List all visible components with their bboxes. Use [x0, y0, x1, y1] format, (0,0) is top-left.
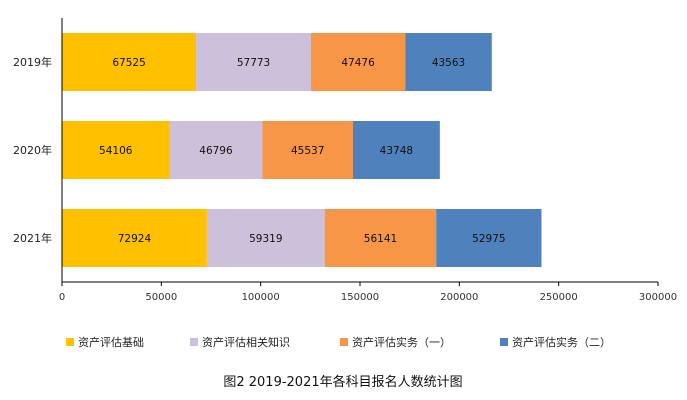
legend-label: 资产评估实务（二） [512, 335, 611, 349]
axes-layer: 2019年 2020年 2021年 0 50000 100000 150000 200000 2… [13, 18, 677, 303]
bar-segment [206, 209, 325, 267]
data-label: 46796 [199, 145, 233, 157]
legend-swatch [66, 338, 74, 346]
data-labels-layer: 67525 57773 47476 43563 54106 46796 45537 43748… [99, 57, 506, 245]
legend-swatch [340, 338, 348, 346]
bar-segment [169, 121, 263, 179]
legend-label: 资产评估基础 [78, 335, 144, 349]
y-tick-label: 2021年 [13, 231, 52, 245]
data-label: 57773 [237, 57, 270, 69]
bar-segment [436, 209, 542, 267]
y-tick-label: 2020年 [13, 143, 52, 157]
data-label: 67525 [112, 57, 145, 69]
legend: 资产评估基础 资产评估相关知识 资产评估实务（一） 资产评估实务（二） [66, 335, 611, 349]
data-label: 45537 [291, 145, 324, 157]
data-label: 47476 [341, 57, 375, 69]
legend-swatch [190, 338, 198, 346]
y-tick-label: 2019年 [13, 55, 52, 69]
legend-label: 资产评估实务（一） [352, 335, 451, 349]
bar-segment [262, 121, 353, 179]
figure-caption: 图2 2019-2021年各科目报名人数统计图 [223, 374, 462, 390]
x-tick-label: 50000 [145, 292, 177, 303]
bar-segment [62, 121, 170, 179]
data-label: 59319 [249, 233, 282, 245]
bar-segment [310, 33, 406, 91]
data-label: 52975 [472, 233, 505, 245]
legend-label: 资产评估相关知识 [202, 335, 290, 349]
x-tick-label: 100000 [242, 292, 280, 303]
data-label: 56141 [364, 233, 397, 245]
data-label: 43748 [380, 145, 413, 157]
bars-layer [62, 33, 542, 267]
bar-segment [324, 209, 437, 267]
x-tick-label: 150000 [341, 292, 379, 303]
x-tick-label: 200000 [440, 292, 478, 303]
bar-segment [62, 33, 197, 91]
x-tick-label: 0 [59, 292, 65, 303]
data-label: 72924 [118, 233, 152, 245]
legend-swatch [500, 338, 508, 346]
bar-segment [62, 209, 207, 267]
x-tick-label: 300000 [639, 292, 677, 303]
bar-segment [405, 33, 492, 91]
data-label: 43563 [432, 57, 465, 69]
data-label: 54106 [99, 145, 133, 157]
bar-segment [352, 121, 440, 179]
x-tick-label: 250000 [540, 292, 578, 303]
bar-segment [196, 33, 311, 91]
